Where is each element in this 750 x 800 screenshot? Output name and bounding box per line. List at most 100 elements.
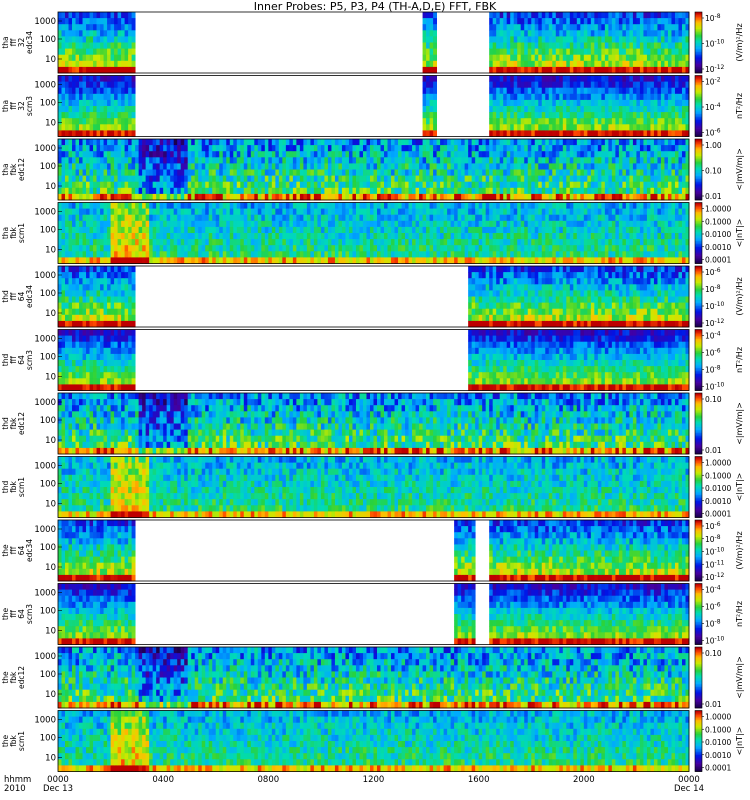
spectrogram-panel-the-11: 1000 100 10 the fbk edc12 0.10 0.01 <|mV/m|> <box>1 646 744 709</box>
colorbar-tick-label: 0.1000 <box>705 471 731 480</box>
panel-frame <box>57 519 690 582</box>
y-axis-label: scm1 <box>17 477 26 497</box>
heatmap-cells <box>58 75 690 137</box>
y-axis-label: scm3 <box>25 96 34 116</box>
colorbar-tick-label: 10-10 <box>705 547 725 557</box>
y-axis-label: fff <box>9 356 18 364</box>
y-axis-label: fbk <box>9 417 18 429</box>
colorbar-label: (V/m)²/Hz <box>735 23 744 61</box>
colorbar-label: nT²/Hz <box>735 347 744 373</box>
panel-frame <box>57 456 690 518</box>
colorbar-tick-label: 0.01 <box>705 700 722 709</box>
colorbar: 0.10 0.01 <|mV/m|> <box>694 646 744 709</box>
colorbar-tick-label: 10-12 <box>705 572 725 582</box>
y-tick-label: 10 <box>45 754 56 764</box>
y-tick-label: 1000 <box>34 589 56 599</box>
colorbar: 10-2 10-4 10-6 nT²/Hz <box>694 75 744 138</box>
y-axis-label: edc12 <box>17 666 26 689</box>
y-axis-label: fbk <box>9 226 18 238</box>
colorbar-tick-label: 0.0010 <box>705 497 731 506</box>
colorbar-tick-label: 0.01 <box>705 192 722 201</box>
heatmap-cells <box>58 139 690 201</box>
colorbar: 1.0000 0.1000 0.0100 0.0010 0.0001 <|nT|> <box>694 202 744 265</box>
colorbar: 10-4 10-6 10-8 10-10 nT²/Hz <box>694 583 744 646</box>
heatmap-cells <box>58 329 690 391</box>
y-axis-label: fbk <box>9 163 18 175</box>
colorbar-tick-label: 0.0100 <box>705 230 731 239</box>
colorbar-tick-label: 0.0100 <box>705 738 731 747</box>
spectrogram-panel-the-10: 1000 100 10 the fff 64 scm3 10-4 10-6 10-8 10-10 nT… <box>1 583 744 646</box>
y-tick-label: 1000 <box>34 335 56 345</box>
colorbar: 10-4 10-6 10-8 10-10 nT²/Hz <box>694 329 744 392</box>
y-tick-label: 10 <box>45 182 56 192</box>
y-tick-label: 1000 <box>34 398 56 408</box>
y-axis-label: scm1 <box>17 731 26 751</box>
y-tick-label: 100 <box>40 543 56 553</box>
y-tick-label: 10 <box>45 690 56 700</box>
colorbar-label: nT²/Hz <box>735 601 744 627</box>
y-axis-label: fff <box>9 38 18 46</box>
y-tick-label: 1000 <box>34 208 56 218</box>
y-tick-label: 10 <box>45 500 56 510</box>
y-axis-label: fff <box>9 610 18 618</box>
colorbar-tick-label: 10-8 <box>705 284 721 294</box>
y-axis-label: thd <box>1 481 10 494</box>
colorbar-tick-label: 0.0001 <box>705 256 731 265</box>
colorbar-label: <|nT|> <box>735 727 744 756</box>
colorbar-tick-label: 1.0000 <box>705 713 731 722</box>
y-tick-label: 1000 <box>34 81 56 91</box>
y-tick-label: 1000 <box>34 462 56 472</box>
colorbar-tick-label: 10-8 <box>705 534 721 544</box>
panel-frame <box>57 710 690 772</box>
colorbar-label: (V/m)²/Hz <box>735 277 744 315</box>
y-tick-label: 100 <box>40 353 56 363</box>
panel-frame <box>57 329 690 391</box>
colorbar: 1.00 0.10 0.01 <|mV/m|> <box>694 138 744 201</box>
spectrogram-panel-tha-3: 1000 100 10 tha fbk edc12 1.00 0.10 0.01 <|mV/m|> <box>1 138 744 201</box>
spectrogram-panel-thd-7: 1000 100 10 thd fbk edc12 0.10 0.01 <|mV/m|> <box>1 392 744 455</box>
panel-frame <box>57 138 690 201</box>
colorbar-tick-label: 10-8 <box>705 365 721 375</box>
y-tick-label: 100 <box>40 416 56 426</box>
panel-frame <box>57 646 690 709</box>
heatmap-cells <box>58 583 690 645</box>
heatmap-cells <box>58 520 690 582</box>
colorbar: 10-6 10-8 10-10 10-11 10-12 (V/m)²/Hz <box>694 519 744 582</box>
colorbar-tick-label: 0.01 <box>705 446 722 455</box>
colorbar-tick-label: 10-2 <box>705 77 721 87</box>
panel-frame <box>57 75 690 137</box>
heatmap-cells <box>58 456 690 518</box>
colorbar-tick-label: 10-10 <box>705 382 725 392</box>
heatmap-cells <box>58 266 690 328</box>
colorbar-tick-label: 1.0000 <box>705 459 731 468</box>
y-tick-label: 1000 <box>34 525 56 535</box>
colorbar-tick-label: 10-6 <box>705 602 721 612</box>
spectrogram-panel-tha-1: 1000 100 10 tha fff 32 edc34 10-8 10-10 10-12 (V/m… <box>1 11 744 74</box>
colorbar-label: <|mV/m|> <box>735 402 744 445</box>
page-title: Inner Probes: P5, P3, P4 (TH-A,D,E) FFT,… <box>253 0 497 13</box>
spectrogram-panel-tha-2: 1000 100 10 tha fff 32 scm3 10-2 10-4 10-6 nT²/Hz <box>1 75 744 138</box>
y-axis-label: scm3 <box>25 350 34 370</box>
y-axis-label: tha <box>1 163 10 175</box>
y-tick-label: 10 <box>45 627 56 637</box>
y-axis-label: thd <box>1 354 10 367</box>
colorbar-tick-label: 0.0010 <box>705 751 731 760</box>
colorbar-tick-label: 0.1000 <box>705 725 731 734</box>
spectrogram-panel-the-12: 1000 100 10 the fbk scm1 1.0000 0.1000 0.0100 0.0… <box>1 710 744 773</box>
y-axis-label: the <box>1 734 10 747</box>
heatmap-cells <box>58 393 690 455</box>
colorbar-tick-label: 10-8 <box>705 13 721 23</box>
colorbar-label: nT²/Hz <box>735 93 744 119</box>
y-axis-label: edc34 <box>25 285 34 308</box>
spectrogram-panel-the-9: 1000 100 10 the fff 64 edc34 10-6 10-8 10-10 10-11… <box>1 519 744 582</box>
y-tick-label: 10 <box>45 309 56 319</box>
heatmap-cells <box>58 202 690 264</box>
spectrogram-panel-thd-8: 1000 100 10 thd fbk scm1 1.0000 0.1000 0.0100 0.0… <box>1 456 744 519</box>
y-axis-label: fff <box>9 546 18 554</box>
colorbar-label: <|nT|> <box>735 219 744 248</box>
colorbar-label: <|mV/m|> <box>735 148 744 191</box>
colorbar-tick-label: 10-4 <box>705 585 721 595</box>
colorbar: 10-6 10-8 10-10 10-12 (V/m)²/Hz <box>694 265 744 328</box>
y-axis-label: 64 <box>17 292 26 302</box>
